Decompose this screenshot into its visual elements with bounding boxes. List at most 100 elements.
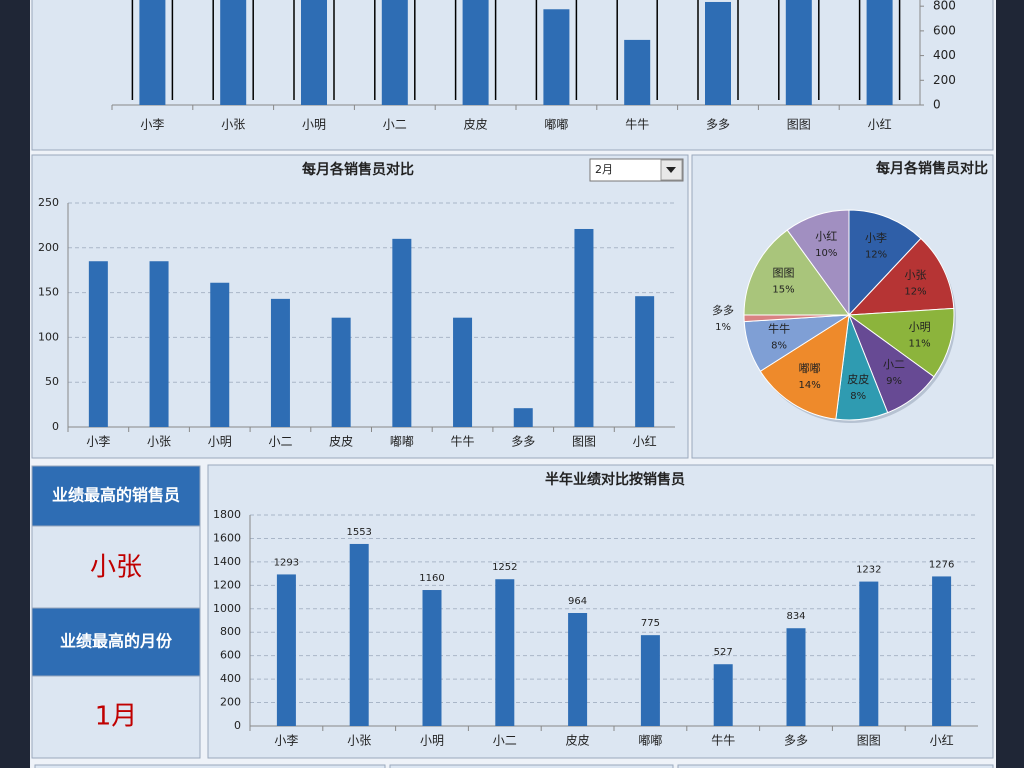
- chart-title: 每月各销售员对比: [302, 161, 414, 178]
- chart-title: 每月各销售员对比: [876, 160, 988, 177]
- kpi-body: [31, 525, 201, 609]
- kpi-title: 业绩最高的月份: [60, 632, 173, 651]
- slice-value: 15%: [772, 285, 794, 296]
- month-dropdown[interactable]: [589, 158, 684, 182]
- y-tick-label: 1200: [213, 578, 241, 591]
- slice-label: 牛牛: [768, 322, 790, 336]
- y-tick-label: 1400: [213, 555, 241, 568]
- bar: [453, 317, 473, 427]
- panel: [31, 0, 994, 151]
- bar: [495, 579, 515, 726]
- slice-label: 小张: [905, 269, 927, 282]
- data-label: 964: [568, 596, 587, 607]
- bar: [713, 664, 733, 726]
- x-tick-label: 小二: [383, 118, 407, 132]
- slice-label: 皮皮: [847, 373, 869, 386]
- x-tick-label: 嘟嘟: [638, 734, 662, 748]
- pie-slice: [848, 209, 922, 317]
- kpi-value: 小张: [90, 553, 142, 583]
- bar: [149, 261, 169, 427]
- x-tick-label: 嘟嘟: [390, 435, 414, 449]
- bar: [381, 0, 408, 106]
- data-label: 1232: [856, 565, 881, 576]
- y-tick-label: 200: [220, 696, 241, 709]
- slice-value: 10%: [815, 248, 837, 259]
- bar: [392, 238, 412, 427]
- y-tick-label: 150: [38, 286, 59, 299]
- slice-label: 小红: [815, 230, 837, 243]
- x-tick-label: 小红: [633, 434, 657, 449]
- panel: [677, 764, 994, 768]
- slice-label: 小李: [865, 231, 887, 245]
- y-tick-label: 1000: [213, 602, 241, 615]
- slice-label: 小明: [909, 321, 931, 334]
- bar: [220, 0, 247, 105]
- y-tick-label: 50: [45, 375, 59, 388]
- slice-label: 图图: [773, 267, 795, 280]
- y-tick-label: 600: [933, 23, 956, 37]
- x-tick-label: 小李: [86, 434, 110, 449]
- slice-value: 8%: [850, 391, 866, 402]
- data-label: 1276: [929, 559, 954, 570]
- bar: [705, 1, 731, 105]
- bar: [276, 574, 296, 726]
- slice-label: 嘟嘟: [799, 362, 821, 375]
- x-tick-label: 多多: [784, 734, 808, 748]
- bar: [88, 261, 108, 427]
- x-tick-label: 图图: [787, 118, 811, 132]
- slice-value: 9%: [886, 376, 902, 387]
- y-tick-label: 400: [933, 48, 956, 62]
- y-tick-label: 200: [38, 241, 59, 254]
- data-label: 1252: [492, 562, 517, 573]
- kpi-value: 1月: [95, 702, 138, 732]
- x-tick-label: 嘟嘟: [544, 118, 568, 132]
- bar: [568, 612, 588, 726]
- x-tick-label: 小李: [140, 117, 164, 132]
- bar: [785, 0, 812, 105]
- x-tick-label: 小明: [302, 118, 326, 132]
- data-label: 1160: [419, 573, 444, 584]
- x-tick-label: 小张: [347, 734, 371, 748]
- data-label: 1553: [346, 527, 371, 538]
- x-tick-label: 小明: [208, 435, 232, 449]
- bar: [859, 581, 879, 726]
- chart-title: 半年业绩对比按销售员: [545, 471, 685, 488]
- bar: [513, 408, 533, 427]
- bar: [635, 296, 655, 427]
- bar: [932, 576, 952, 726]
- slice-label: 小二: [883, 358, 905, 371]
- x-tick-label: 牛牛: [625, 117, 649, 132]
- data-label: 775: [641, 618, 660, 629]
- x-tick-label: 小张: [147, 435, 171, 449]
- x-tick-label: 皮皮: [566, 734, 590, 748]
- bar: [349, 543, 369, 726]
- slice-label: 多多: [712, 303, 734, 317]
- x-tick-label: 多多: [511, 435, 535, 449]
- kpi-body: [31, 675, 201, 759]
- bar: [210, 282, 230, 427]
- kpi-title: 业绩最高的销售员: [52, 486, 180, 505]
- pie-slice: [847, 307, 955, 378]
- x-tick-label: 图图: [857, 734, 881, 748]
- x-tick-label: 多多: [706, 118, 730, 132]
- bar: [331, 317, 351, 427]
- y-tick-label: 0: [933, 98, 941, 112]
- y-tick-label: 200: [933, 73, 956, 87]
- y-tick-label: 800: [220, 625, 241, 638]
- bar: [422, 590, 442, 726]
- slice-value: 14%: [798, 380, 820, 391]
- data-label: 1293: [274, 557, 299, 568]
- x-tick-label: 小李: [274, 733, 298, 748]
- bar: [543, 9, 570, 105]
- x-tick-label: 小二: [493, 734, 517, 748]
- bar: [574, 228, 594, 427]
- slice-value: 12%: [865, 250, 887, 261]
- pie-slice: [743, 229, 850, 316]
- x-tick-label: 小明: [420, 734, 444, 748]
- dropdown-arrow: [666, 167, 676, 173]
- kpi-header: [31, 607, 201, 677]
- x-tick-label: 小红: [930, 733, 954, 748]
- y-tick-label: 600: [220, 649, 241, 662]
